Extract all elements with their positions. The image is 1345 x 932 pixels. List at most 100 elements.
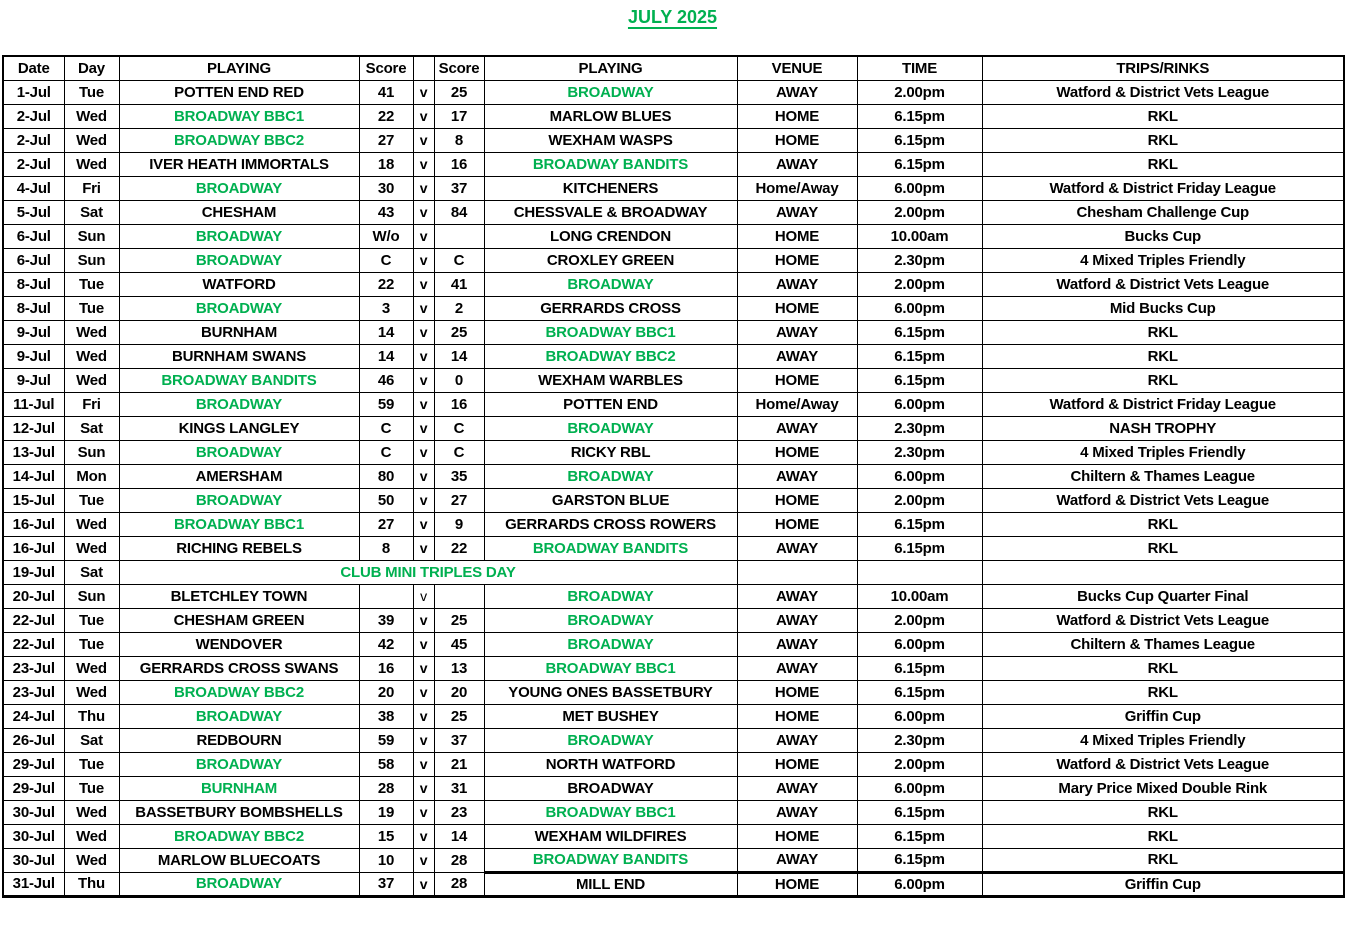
away-team-cell: BROADWAY BANDITS xyxy=(483,535,738,561)
trips-rinks-cell: RKL xyxy=(981,151,1345,177)
fixture-row: 4-Jul Fri BROADWAY 30 v 37 KITCHENERS Home/Away… xyxy=(2,175,1345,201)
fixture-row: 8-Jul Tue WATFORD 22 v 41 BROADWAY AWAY 2.00pm Wa… xyxy=(2,271,1345,297)
away-team-cell: MARLOW BLUES xyxy=(483,103,738,129)
venue-cell: Home/Away xyxy=(736,391,858,417)
time-cell: 6.15pm xyxy=(856,799,983,825)
away-score-cell: 16 xyxy=(433,151,485,177)
away-score-cell: C xyxy=(433,247,485,273)
trips-rinks-cell: Watford & District Vets League xyxy=(981,79,1345,105)
away-score-cell: 35 xyxy=(433,463,485,489)
home-team-cell: MARLOW BLUECOATS xyxy=(118,847,360,873)
away-score-cell: 45 xyxy=(433,631,485,657)
time-cell: 6.15pm xyxy=(856,535,983,561)
trips-rinks-cell: Watford & District Friday League xyxy=(981,175,1345,201)
away-score-cell: 22 xyxy=(433,535,485,561)
home-team-cell: BASSETBURY BOMBSHELLS xyxy=(118,799,360,825)
trips-rinks-cell: Chiltern & Thames League xyxy=(981,463,1345,489)
away-score-cell: 28 xyxy=(433,871,485,898)
home-score-cell: 22 xyxy=(358,103,414,129)
fixture-row: 16-Jul Wed RICHING REBELS 8 v 22 BROADWAY BAND… xyxy=(2,535,1345,561)
trips-rinks-cell: RKL xyxy=(981,319,1345,345)
trips-rinks-cell: Watford & District Vets League xyxy=(981,271,1345,297)
home-team-cell: BROADWAY xyxy=(118,247,360,273)
away-score-cell xyxy=(433,583,485,609)
date-cell: 30-Jul xyxy=(2,847,65,873)
away-team-cell: NORTH WATFORD xyxy=(483,751,738,777)
trips-rinks-cell: RKL xyxy=(981,127,1345,153)
date-cell: 8-Jul xyxy=(2,271,65,297)
venue-cell: AWAY xyxy=(736,607,858,633)
home-team-cell: BROADWAY xyxy=(118,871,360,898)
day-cell: Sun xyxy=(63,247,120,273)
home-score-cell: 20 xyxy=(358,679,414,705)
date-cell: 12-Jul xyxy=(2,415,65,441)
day-cell: Wed xyxy=(63,151,120,177)
time-cell: 6.15pm xyxy=(856,655,983,681)
home-score-cell: 37 xyxy=(358,871,414,898)
versus-cell: v xyxy=(412,439,435,465)
date-cell: 14-Jul xyxy=(2,463,65,489)
venue-cell: AWAY xyxy=(736,583,858,609)
time-cell: 10.00am xyxy=(856,583,983,609)
date-cell: 9-Jul xyxy=(2,343,65,369)
date-cell: 16-Jul xyxy=(2,511,65,537)
home-team-cell: BROADWAY xyxy=(118,487,360,513)
header-trips-rinks: TRIPS/RINKS xyxy=(981,55,1345,81)
trips-rinks-cell: RKL xyxy=(981,511,1345,537)
home-team-cell: BURNHAM SWANS xyxy=(118,343,360,369)
versus-cell: v xyxy=(412,655,435,681)
versus-cell: v xyxy=(412,79,435,105)
event-row: 19-Jul Sat CLUB MINI TRIPLES DAY xyxy=(2,559,1345,585)
trips-rinks-cell: Bucks Cup xyxy=(981,223,1345,249)
fixture-row: 29-Jul Tue BURNHAM 28 v 31 BROADWAY AWAY 6.00pm M… xyxy=(2,775,1345,801)
venue-cell: HOME xyxy=(736,223,858,249)
day-cell: Sun xyxy=(63,439,120,465)
date-cell: 9-Jul xyxy=(2,319,65,345)
away-score-cell: 27 xyxy=(433,487,485,513)
time-cell: 6.00pm xyxy=(856,631,983,657)
home-score-cell: 50 xyxy=(358,487,414,513)
trips-rinks-cell: 4 Mixed Triples Friendly xyxy=(981,727,1345,753)
home-team-cell: BROADWAY xyxy=(118,391,360,417)
home-team-cell: BROADWAY xyxy=(118,751,360,777)
trips-rinks-cell: RKL xyxy=(981,799,1345,825)
fixtures-table: Date Day PLAYING Score Score PLAYING VEN… xyxy=(2,55,1345,898)
venue-cell: HOME xyxy=(736,487,858,513)
away-score-cell: 25 xyxy=(433,79,485,105)
home-score-cell: 59 xyxy=(358,391,414,417)
away-score-cell: 17 xyxy=(433,103,485,129)
venue-cell: AWAY xyxy=(736,631,858,657)
versus-cell: v xyxy=(412,175,435,201)
home-team-cell: BROADWAY BBC2 xyxy=(118,127,360,153)
day-cell: Wed xyxy=(63,847,120,873)
fixture-row: 2-Jul Wed BROADWAY BBC2 27 v 8 WEXHAM WASPS HOM… xyxy=(2,127,1345,153)
away-team-cell: BROADWAY xyxy=(483,775,738,801)
away-score-cell: C xyxy=(433,439,485,465)
versus-cell: v xyxy=(412,343,435,369)
trips-rinks-cell: Bucks Cup Quarter Final xyxy=(981,583,1345,609)
time-cell: 2.00pm xyxy=(856,607,983,633)
page-title: JULY 2025 xyxy=(627,7,718,27)
away-team-cell: BROADWAY BBC1 xyxy=(483,655,738,681)
day-cell: Mon xyxy=(63,463,120,489)
trips-rinks-cell: Mary Price Mixed Double Rink xyxy=(981,775,1345,801)
away-score-cell: 25 xyxy=(433,703,485,729)
day-cell: Wed xyxy=(63,679,120,705)
trips-rinks-cell: Watford & District Friday League xyxy=(981,391,1345,417)
day-cell: Thu xyxy=(63,871,120,898)
home-score-cell: 14 xyxy=(358,343,414,369)
day-cell: Tue xyxy=(63,295,120,321)
versus-cell: v xyxy=(412,535,435,561)
day-cell: Tue xyxy=(63,487,120,513)
trips-rinks-cell: RKL xyxy=(981,343,1345,369)
day-cell: Wed xyxy=(63,103,120,129)
trips-rinks-cell xyxy=(981,559,1345,585)
away-score-cell xyxy=(433,223,485,249)
date-cell: 22-Jul xyxy=(2,607,65,633)
away-team-cell: BROADWAY xyxy=(483,463,738,489)
fixture-row: 20-Jul Sun BLETCHLEY TOWN v BROADWAY AWAY 10.0… xyxy=(2,583,1345,609)
home-team-cell: REDBOURN xyxy=(118,727,360,753)
time-cell: 6.15pm xyxy=(856,511,983,537)
venue-cell: AWAY xyxy=(736,199,858,225)
